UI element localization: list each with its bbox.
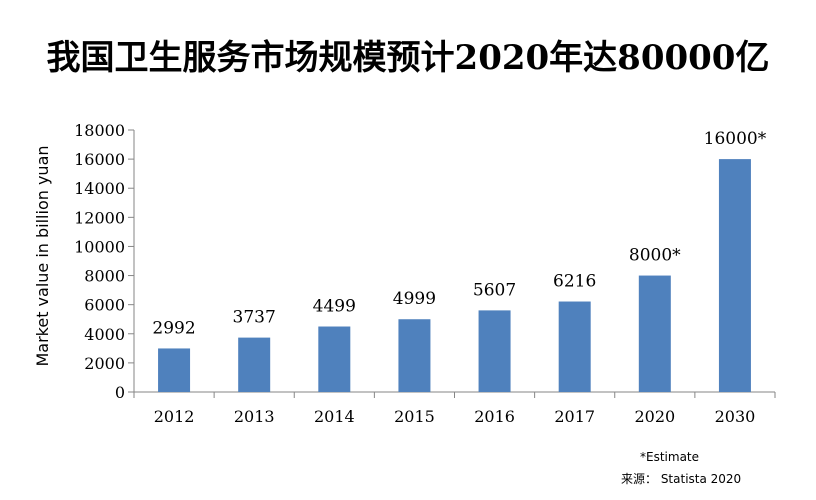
data-label: 6216: [553, 272, 596, 292]
x-tick-label: 2017: [554, 407, 595, 426]
y-tick-label: 10000: [74, 237, 125, 256]
data-label: 16000*: [704, 129, 767, 149]
bar: [558, 301, 591, 392]
y-tick-label: 6000: [84, 296, 125, 315]
bar: [478, 310, 511, 392]
chart-title: 我国卫生服务市场规模预计2020年达80000亿: [46, 38, 770, 78]
x-tick-label: 2016: [474, 407, 515, 426]
source-note: 来源： Statista 2020: [621, 472, 742, 486]
bar: [718, 159, 751, 392]
x-tick-label: 2030: [715, 407, 756, 426]
y-tick-label: 16000: [74, 150, 125, 169]
data-label: 5607: [473, 280, 516, 300]
y-axis-title: Market value in billion yuan: [33, 145, 52, 366]
y-tick-label: 4000: [84, 325, 125, 344]
bar: [638, 275, 671, 392]
data-label: 3737: [233, 308, 276, 328]
bar: [158, 348, 191, 392]
y-tick-label: 18000: [74, 121, 125, 140]
x-tick-label: 2015: [394, 407, 435, 426]
data-label: 4999: [393, 289, 436, 309]
x-tick-label: 2014: [314, 407, 355, 426]
y-tick-label: 14000: [74, 179, 125, 198]
bars: [158, 159, 751, 392]
data-label: 4499: [313, 297, 356, 317]
x-axis: 2012 2013 2014 2015 2016 2017 2020 2030: [133, 391, 776, 426]
bar: [318, 326, 351, 392]
data-label: 8000*: [629, 246, 681, 266]
y-tick-label: 12000: [74, 208, 125, 227]
y-tick-label: 2000: [84, 354, 125, 373]
y-axis: 0 2000 4000 6000 8000 10000 12000 14000 16000 180…: [74, 121, 135, 402]
x-tick-label: 2013: [234, 407, 275, 426]
y-tick-label: 0: [115, 383, 125, 402]
y-tick-label: 8000: [84, 267, 125, 286]
estimate-note: *Estimate: [640, 450, 700, 464]
bar: [238, 337, 271, 392]
data-labels: 2992 3737 4499 4999 5607 6216 8000* 16000*: [152, 129, 766, 338]
x-tick-label: 2020: [634, 407, 675, 426]
x-tick-label: 2012: [154, 407, 195, 426]
data-label: 2992: [152, 318, 195, 338]
bar: [398, 319, 431, 392]
